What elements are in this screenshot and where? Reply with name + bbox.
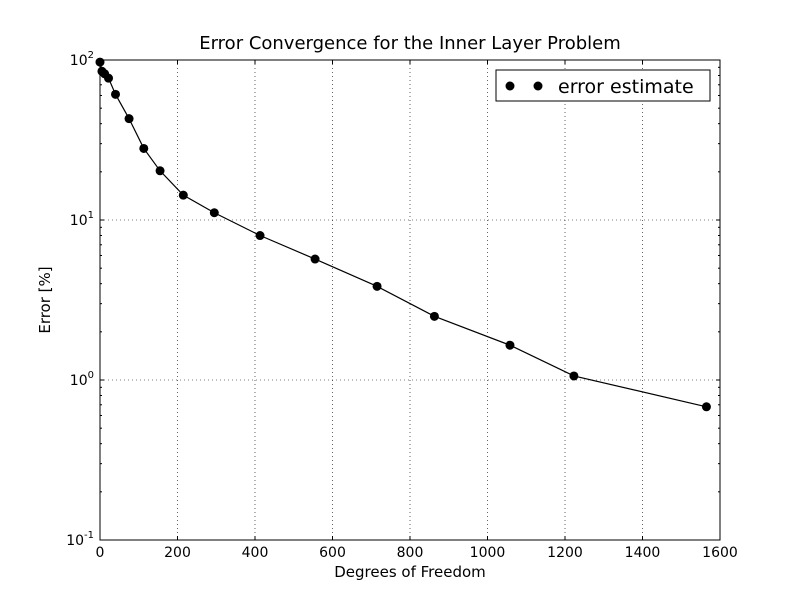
y-tick-label: 100: [70, 370, 94, 389]
grid-lines: [100, 60, 720, 540]
x-tick-label: 1000: [470, 545, 506, 561]
y-tick-label: 101: [70, 210, 94, 229]
x-tick-label: 1600: [702, 545, 738, 561]
data-point: [209, 208, 219, 218]
y-tick-labels: 10-1 100 101 102: [66, 50, 94, 549]
x-tick-label: 800: [397, 545, 424, 561]
data-point: [178, 190, 188, 200]
data-point: [255, 231, 265, 241]
legend-label: error estimate: [558, 76, 694, 98]
data-point: [111, 89, 120, 99]
y-tick-label: 102: [70, 50, 94, 69]
legend-marker: [505, 81, 515, 91]
y-axis-label: Error [%]: [36, 266, 54, 333]
series-layer: [95, 57, 711, 412]
legend: error estimate: [495, 69, 711, 102]
data-point: [104, 73, 114, 83]
data-point: [569, 371, 579, 381]
x-tick-label: 200: [164, 545, 191, 561]
y-tick-label: 10-1: [66, 530, 94, 549]
data-point: [124, 114, 134, 124]
x-tick-labels: 0 200 400 600 800 1000 1200 1400 1600: [96, 545, 738, 561]
data-point: [155, 166, 165, 176]
x-tick-label: 600: [319, 545, 346, 561]
series-line: [99, 61, 707, 408]
legend-marker: [533, 81, 543, 91]
data-point: [372, 281, 382, 291]
x-tick-label: 400: [242, 545, 269, 561]
data-point: [310, 254, 320, 264]
legend-box: [495, 69, 711, 102]
chart-title: Error Convergence for the Inner Layer Pr…: [199, 33, 621, 54]
data-point: [505, 340, 515, 350]
data-point: [139, 143, 149, 153]
x-tick-label: 1200: [547, 545, 583, 561]
data-point: [701, 402, 711, 412]
x-tick-label: 0: [96, 545, 105, 561]
x-axis-label: Degrees of Freedom: [334, 563, 486, 581]
tick-marks: [99, 59, 721, 541]
data-point: [429, 311, 439, 321]
x-tick-label: 1400: [625, 545, 661, 561]
